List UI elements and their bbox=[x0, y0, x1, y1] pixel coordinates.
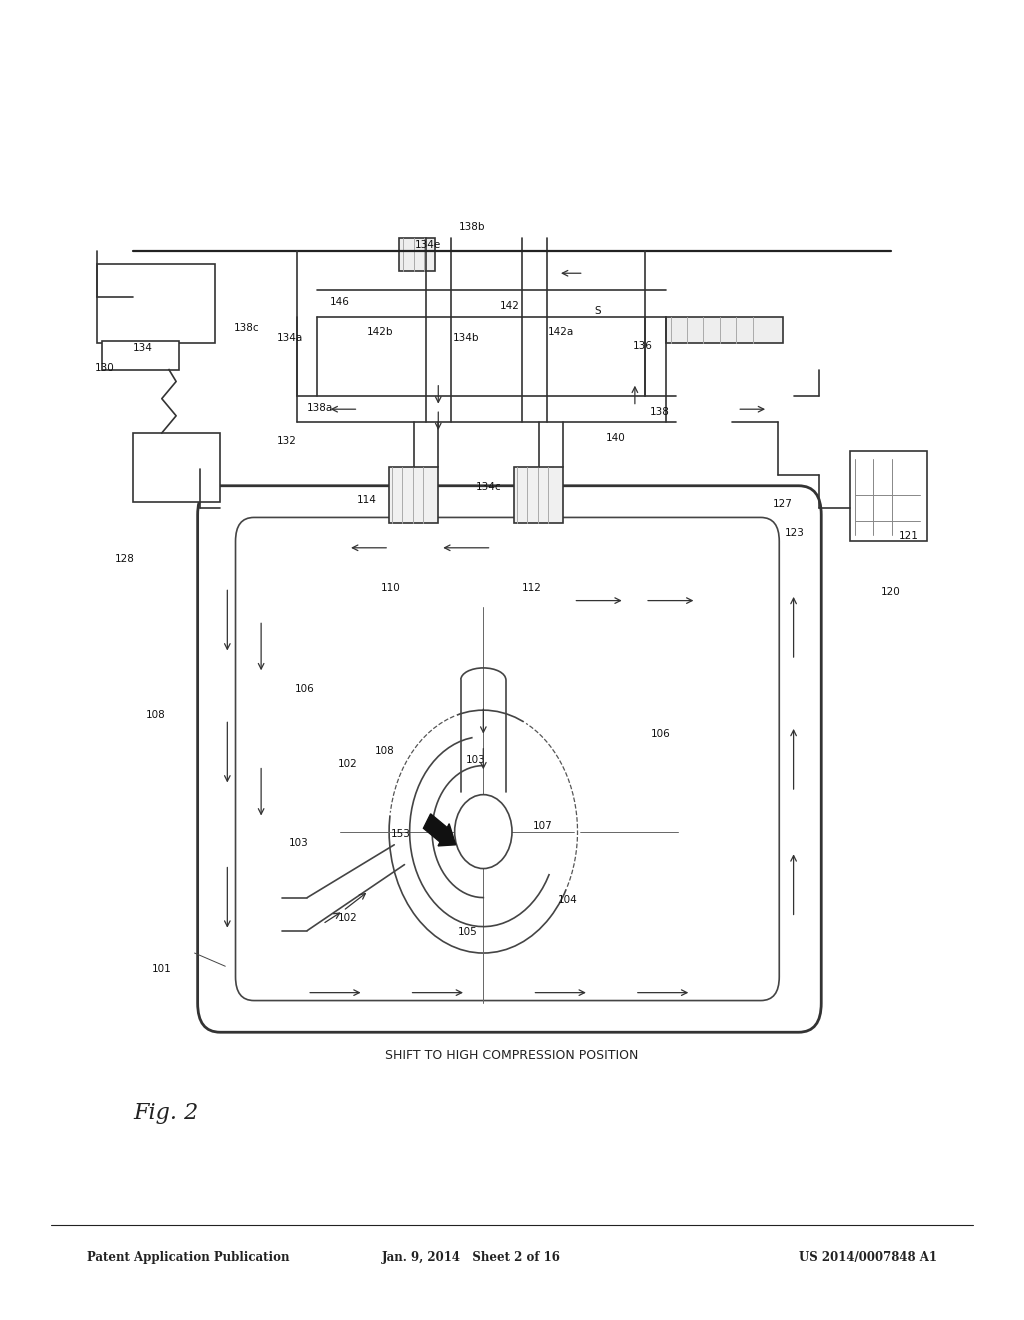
Text: 102: 102 bbox=[338, 913, 357, 924]
Text: Jan. 9, 2014   Sheet 2 of 16: Jan. 9, 2014 Sheet 2 of 16 bbox=[382, 1251, 560, 1265]
Bar bbox=[133, 433, 220, 502]
Bar bbox=[102, 341, 179, 370]
Text: Fig. 2: Fig. 2 bbox=[133, 1102, 199, 1125]
Bar bbox=[850, 451, 927, 541]
Text: 128: 128 bbox=[115, 554, 134, 565]
Text: 138b: 138b bbox=[459, 222, 485, 232]
Bar bbox=[666, 317, 783, 343]
Text: 138: 138 bbox=[650, 407, 670, 417]
Text: 108: 108 bbox=[375, 746, 394, 756]
Text: 146: 146 bbox=[330, 297, 349, 308]
FancyBboxPatch shape bbox=[236, 517, 779, 1001]
Text: 136: 136 bbox=[633, 341, 652, 351]
Text: 114: 114 bbox=[356, 495, 376, 506]
Text: 138c: 138c bbox=[233, 323, 259, 334]
Text: 103: 103 bbox=[289, 838, 308, 849]
Text: 142a: 142a bbox=[548, 327, 574, 338]
Bar bbox=[514, 467, 563, 523]
Text: 142b: 142b bbox=[367, 327, 393, 338]
Text: 134e: 134e bbox=[415, 240, 441, 251]
Text: 112: 112 bbox=[522, 583, 542, 594]
Text: 130: 130 bbox=[95, 363, 115, 374]
Text: 132: 132 bbox=[276, 436, 296, 446]
Text: 107: 107 bbox=[532, 821, 552, 832]
Text: 123: 123 bbox=[784, 528, 804, 539]
Text: 140: 140 bbox=[606, 433, 626, 444]
Text: 110: 110 bbox=[381, 583, 400, 594]
Text: 134: 134 bbox=[133, 343, 153, 354]
Circle shape bbox=[389, 710, 578, 953]
FancyArrow shape bbox=[423, 814, 456, 846]
Text: 127: 127 bbox=[773, 499, 793, 510]
Text: 105: 105 bbox=[458, 927, 477, 937]
Text: 134a: 134a bbox=[276, 333, 303, 343]
Text: SHIFT TO HIGH COMPRESSION POSITION: SHIFT TO HIGH COMPRESSION POSITION bbox=[385, 1049, 639, 1063]
Text: 138a: 138a bbox=[307, 403, 334, 413]
Text: S: S bbox=[594, 306, 600, 317]
Text: 102: 102 bbox=[338, 759, 357, 770]
Text: 108: 108 bbox=[145, 710, 165, 721]
Text: 106: 106 bbox=[651, 729, 671, 739]
Text: 104: 104 bbox=[558, 895, 578, 906]
Text: 153: 153 bbox=[391, 829, 411, 840]
Text: 121: 121 bbox=[899, 531, 919, 541]
Text: 101: 101 bbox=[152, 964, 171, 974]
Bar bbox=[399, 238, 435, 271]
Text: 120: 120 bbox=[881, 587, 900, 598]
Text: 134c: 134c bbox=[476, 482, 502, 492]
Text: 142: 142 bbox=[500, 301, 519, 312]
Bar bbox=[389, 467, 438, 523]
FancyBboxPatch shape bbox=[198, 486, 821, 1032]
Text: US 2014/0007848 A1: US 2014/0007848 A1 bbox=[799, 1251, 937, 1265]
Text: Patent Application Publication: Patent Application Publication bbox=[87, 1251, 290, 1265]
Circle shape bbox=[455, 795, 512, 869]
Text: 134b: 134b bbox=[453, 333, 479, 343]
Text: 106: 106 bbox=[295, 684, 314, 694]
Text: 103: 103 bbox=[466, 755, 485, 766]
Bar bbox=[97, 264, 215, 343]
